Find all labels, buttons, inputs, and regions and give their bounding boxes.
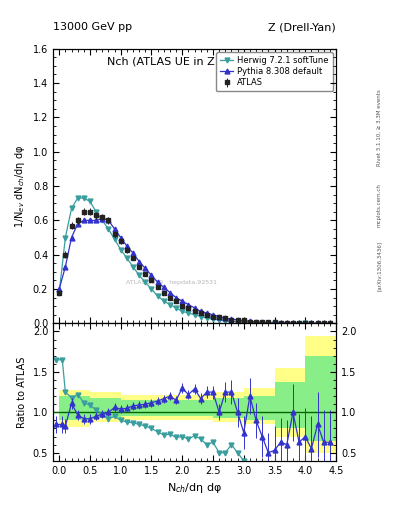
- Herwig 7.2.1 softTune: [75, 195, 80, 201]
- Pythia 8.308 default: [125, 243, 129, 249]
- Pythia 8.308 default: [63, 264, 68, 270]
- Herwig 7.2.1 softTune: [112, 236, 117, 242]
- Herwig 7.2.1 softTune: [180, 308, 185, 314]
- Text: Nch (ATLAS UE in Z production): Nch (ATLAS UE in Z production): [107, 57, 282, 67]
- Herwig 7.2.1 softTune: [57, 289, 62, 295]
- Herwig 7.2.1 softTune: [303, 320, 308, 326]
- Herwig 7.2.1 softTune: [162, 298, 166, 304]
- Pythia 8.308 default: [137, 259, 141, 265]
- Herwig 7.2.1 softTune: [106, 226, 111, 232]
- Herwig 7.2.1 softTune: [229, 318, 234, 325]
- Pythia 8.308 default: [315, 320, 320, 326]
- Pythia 8.308 default: [285, 320, 289, 326]
- Herwig 7.2.1 softTune: [63, 234, 68, 241]
- Pythia 8.308 default: [303, 320, 308, 326]
- Line: Herwig 7.2.1 softTune: Herwig 7.2.1 softTune: [57, 196, 308, 326]
- Pythia 8.308 default: [143, 265, 148, 271]
- Pythia 8.308 default: [248, 318, 252, 325]
- Pythia 8.308 default: [75, 221, 80, 227]
- Pythia 8.308 default: [192, 305, 197, 311]
- Pythia 8.308 default: [217, 313, 222, 319]
- Herwig 7.2.1 softTune: [143, 279, 148, 285]
- Pythia 8.308 default: [155, 279, 160, 285]
- Pythia 8.308 default: [254, 319, 259, 325]
- Herwig 7.2.1 softTune: [88, 199, 92, 205]
- Herwig 7.2.1 softTune: [118, 246, 123, 252]
- Text: mcplots.cern.ch: mcplots.cern.ch: [377, 183, 382, 227]
- Pythia 8.308 default: [100, 216, 105, 222]
- Pythia 8.308 default: [180, 298, 185, 304]
- Pythia 8.308 default: [167, 289, 172, 295]
- Pythia 8.308 default: [69, 234, 74, 241]
- Pythia 8.308 default: [229, 316, 234, 322]
- Pythia 8.308 default: [106, 217, 111, 223]
- Pythia 8.308 default: [266, 319, 271, 326]
- Pythia 8.308 default: [290, 320, 295, 326]
- Y-axis label: 1/N$_{ev}$ dN$_{ch}$/dη dφ: 1/N$_{ev}$ dN$_{ch}$/dη dφ: [13, 144, 27, 228]
- Pythia 8.308 default: [94, 217, 99, 223]
- Herwig 7.2.1 softTune: [100, 217, 105, 223]
- Pythia 8.308 default: [241, 318, 246, 324]
- Pythia 8.308 default: [235, 317, 240, 323]
- Pythia 8.308 default: [297, 320, 301, 326]
- Herwig 7.2.1 softTune: [272, 320, 277, 326]
- Herwig 7.2.1 softTune: [137, 272, 141, 279]
- Herwig 7.2.1 softTune: [174, 305, 178, 311]
- Pythia 8.308 default: [278, 320, 283, 326]
- Pythia 8.308 default: [162, 284, 166, 290]
- Text: ATLAS 2019   hepdata.92531: ATLAS 2019 hepdata.92531: [127, 280, 217, 285]
- Pythia 8.308 default: [321, 320, 326, 326]
- Pythia 8.308 default: [130, 250, 135, 256]
- Herwig 7.2.1 softTune: [198, 313, 203, 319]
- Pythia 8.308 default: [57, 286, 62, 292]
- Herwig 7.2.1 softTune: [241, 319, 246, 325]
- Text: Rivet 3.1.10, ≥ 3.3M events: Rivet 3.1.10, ≥ 3.3M events: [377, 90, 382, 166]
- Herwig 7.2.1 softTune: [211, 316, 215, 322]
- X-axis label: N$_{ch}$/dη dφ: N$_{ch}$/dη dφ: [167, 481, 222, 495]
- Line: Pythia 8.308 default: Pythia 8.308 default: [57, 216, 332, 326]
- Herwig 7.2.1 softTune: [69, 205, 74, 211]
- Pythia 8.308 default: [204, 310, 209, 316]
- Herwig 7.2.1 softTune: [217, 317, 222, 323]
- Pythia 8.308 default: [327, 320, 332, 326]
- Herwig 7.2.1 softTune: [155, 293, 160, 299]
- Herwig 7.2.1 softTune: [94, 209, 99, 215]
- Pythia 8.308 default: [186, 302, 191, 308]
- Pythia 8.308 default: [272, 319, 277, 326]
- Herwig 7.2.1 softTune: [149, 286, 154, 292]
- Pythia 8.308 default: [211, 312, 215, 318]
- Pythia 8.308 default: [81, 217, 86, 223]
- Pythia 8.308 default: [149, 272, 154, 279]
- Herwig 7.2.1 softTune: [81, 195, 86, 201]
- Herwig 7.2.1 softTune: [125, 255, 129, 261]
- Pythia 8.308 default: [88, 217, 92, 223]
- Y-axis label: Ratio to ATLAS: Ratio to ATLAS: [17, 356, 27, 428]
- Herwig 7.2.1 softTune: [130, 264, 135, 270]
- Herwig 7.2.1 softTune: [186, 310, 191, 316]
- Pythia 8.308 default: [309, 320, 314, 326]
- Pythia 8.308 default: [223, 315, 228, 322]
- Pythia 8.308 default: [118, 234, 123, 241]
- Legend: Herwig 7.2.1 softTune, Pythia 8.308 default, ATLAS: Herwig 7.2.1 softTune, Pythia 8.308 defa…: [216, 52, 333, 92]
- Pythia 8.308 default: [174, 294, 178, 301]
- Herwig 7.2.1 softTune: [223, 318, 228, 324]
- Text: Z (Drell-Yan): Z (Drell-Yan): [268, 22, 336, 32]
- Herwig 7.2.1 softTune: [235, 318, 240, 325]
- Herwig 7.2.1 softTune: [192, 312, 197, 318]
- Herwig 7.2.1 softTune: [204, 315, 209, 322]
- Text: 13000 GeV pp: 13000 GeV pp: [53, 22, 132, 32]
- Herwig 7.2.1 softTune: [167, 302, 172, 308]
- Text: [arXiv:1306.3436]: [arXiv:1306.3436]: [377, 241, 382, 291]
- Pythia 8.308 default: [260, 319, 264, 325]
- Pythia 8.308 default: [198, 308, 203, 314]
- Pythia 8.308 default: [112, 226, 117, 232]
